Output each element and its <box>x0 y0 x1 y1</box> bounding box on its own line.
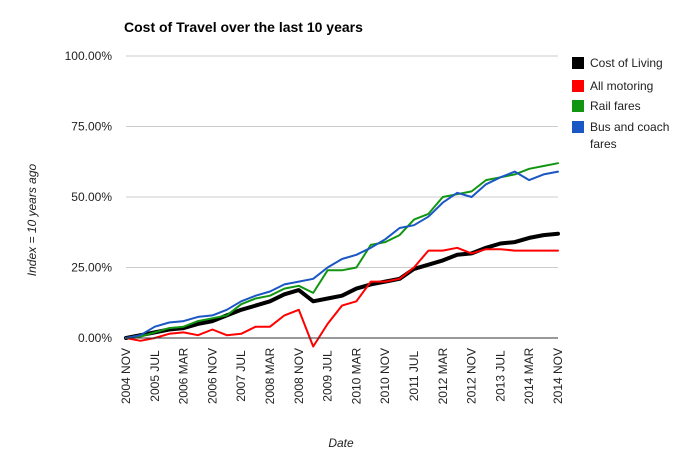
x-tick-label: 2013 JUL <box>493 350 507 402</box>
x-tick-label: 2014 NOV <box>551 348 565 404</box>
y-tick-label: 25.00% <box>71 261 112 275</box>
y-tick-label: 50.00% <box>71 190 112 204</box>
x-tick-label: 2010 NOV <box>378 348 392 404</box>
x-tick-label: 2006 NOV <box>205 348 219 404</box>
series-line <box>125 170 559 339</box>
x-tick-label: 2008 MAR <box>263 347 277 404</box>
legend-label: Cost of Living <box>590 56 663 70</box>
legend-swatch <box>572 57 584 69</box>
x-tick-label: 2006 MAR <box>177 347 191 404</box>
x-tick-label: 2009 JUL <box>321 350 335 402</box>
y-tick-label: 100.00% <box>65 49 113 63</box>
y-axis-tick-labels: 0.00% 25.00% 50.00% 75.00% 100.00% <box>65 49 113 345</box>
legend-swatch <box>572 100 584 112</box>
x-tick-label: 2014 MAR <box>522 347 536 404</box>
x-tick-label: 2011 JUL <box>407 350 421 401</box>
series-line <box>124 231 560 340</box>
series-lines <box>124 162 560 348</box>
legend-swatch <box>572 80 584 92</box>
legend-label: All motoring <box>590 79 653 93</box>
legend-label: Bus and coach fares <box>590 120 669 151</box>
y-tick-label: 0.00% <box>78 331 112 345</box>
chart-title: Cost of Travel over the last 10 years <box>124 19 363 35</box>
series-line <box>125 162 559 339</box>
x-tick-label: 2005 JUL <box>148 350 162 402</box>
legend-swatch <box>572 121 584 133</box>
x-axis-title: Date <box>328 436 354 450</box>
gridlines <box>126 55 558 268</box>
x-tick-label: 2010 MAR <box>349 347 363 404</box>
x-axis-tick-labels: 2004 NOV 2005 JUL 2006 MAR 2006 NOV 2007 JUL… <box>119 347 565 404</box>
x-tick-label: 2008 NOV <box>292 348 306 404</box>
x-tick-label: 2012 MAR <box>436 347 450 404</box>
x-tick-label: 2007 JUL <box>234 350 248 402</box>
legend-label: Rail fares <box>590 99 641 113</box>
y-axis-title: Index = 10 years ago <box>25 163 39 276</box>
series-line <box>125 246 559 348</box>
legend: Cost of Living All motoring Rail fares Bus … <box>572 56 669 151</box>
y-tick-label: 75.00% <box>71 120 112 134</box>
x-tick-label: 2012 NOV <box>465 348 479 404</box>
x-tick-label: 2004 NOV <box>119 348 133 404</box>
